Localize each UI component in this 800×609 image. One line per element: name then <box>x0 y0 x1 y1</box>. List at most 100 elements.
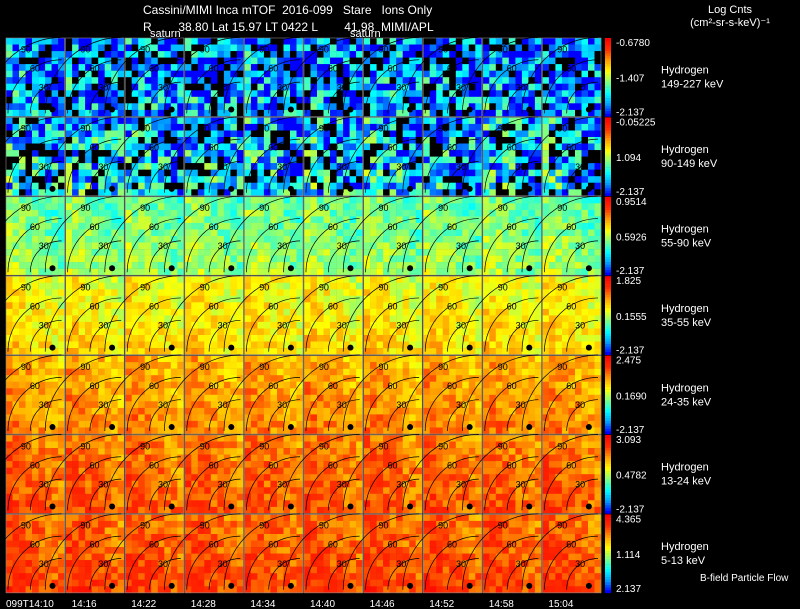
heat-cell <box>442 130 450 138</box>
heat-cell <box>197 242 205 250</box>
heat-cell <box>144 222 152 230</box>
heat-cell <box>508 268 516 276</box>
heat-cell <box>349 341 357 349</box>
heat-cell <box>244 57 252 65</box>
heat-cell <box>197 83 205 91</box>
colorbar-segment <box>605 74 611 78</box>
heat-cell <box>383 182 390 190</box>
heat-cell <box>290 96 297 104</box>
heat-cell <box>204 83 212 91</box>
heat-cell <box>396 109 403 117</box>
heat-cell <box>283 341 291 349</box>
heat-cell <box>389 143 397 151</box>
heat-cell <box>528 150 536 157</box>
heat-cell <box>548 216 556 224</box>
heat-cell <box>468 229 476 237</box>
contour-line <box>67 218 122 273</box>
heat-cell <box>482 117 490 125</box>
heat-cell <box>138 176 145 183</box>
heat-cell <box>594 229 602 237</box>
heat-cell <box>32 236 39 243</box>
heat-cell <box>98 176 105 183</box>
heat-cell <box>12 407 20 415</box>
heat-cell <box>534 44 542 52</box>
heat-cell <box>25 150 33 157</box>
heat-cell <box>157 249 165 256</box>
heat-cell <box>462 262 470 269</box>
heat-cell <box>230 103 238 111</box>
heat-cell <box>58 262 65 269</box>
heat-cell <box>468 150 476 157</box>
heat-cell <box>396 302 403 310</box>
heat-cell <box>429 163 437 170</box>
heat-cell <box>588 176 595 183</box>
heat-cell <box>91 321 99 329</box>
heat-cell <box>157 96 165 104</box>
heat-cell <box>6 137 13 144</box>
heat-cell <box>25 216 33 224</box>
heat-cell <box>270 96 278 104</box>
heat-cell <box>423 77 430 84</box>
heat-cell <box>111 222 118 230</box>
heat-cell <box>191 282 199 290</box>
heat-cell <box>502 189 510 197</box>
heat-cell <box>19 109 26 117</box>
heat-cell <box>356 137 363 144</box>
heat-cell <box>502 163 510 170</box>
heat-cell <box>495 109 503 117</box>
heat-cell <box>25 302 33 310</box>
heat-cell <box>475 341 483 349</box>
heat-cell <box>138 38 145 45</box>
heat-cell <box>250 315 258 323</box>
contour-label: 90 <box>259 203 269 213</box>
heat-cell <box>117 335 125 342</box>
heat-cell <box>528 176 536 183</box>
heat-cell <box>85 242 92 250</box>
heat-cell <box>257 83 265 91</box>
heat-cell <box>502 57 510 65</box>
heat-cell <box>542 169 550 177</box>
heat-cell <box>548 90 556 98</box>
heat-cell <box>555 295 563 303</box>
heat-cell <box>78 182 86 190</box>
heat-cell <box>349 189 357 197</box>
heat-cell <box>568 302 576 310</box>
heat-cell <box>561 189 569 197</box>
heat-cell <box>317 289 324 297</box>
heat-cell <box>19 57 26 65</box>
heat-cell <box>521 262 529 269</box>
heat-cell <box>449 90 456 98</box>
heat-cell <box>555 130 563 138</box>
heat-cell <box>197 137 205 144</box>
heat-cell <box>502 308 510 316</box>
heat-cell <box>244 276 252 283</box>
heat-cell <box>508 169 516 177</box>
heat-cell <box>210 156 218 164</box>
heat-cell <box>170 209 178 217</box>
heat-cell <box>515 123 523 131</box>
heat-cell <box>263 321 271 329</box>
heat-cell <box>330 216 337 224</box>
heat-cell <box>482 83 490 91</box>
heat-cell <box>91 203 99 211</box>
panel-frame <box>124 196 185 276</box>
heat-cell <box>111 262 118 269</box>
colorbar-segment <box>605 92 611 96</box>
heat-cell <box>304 302 311 310</box>
heat-cell <box>363 90 371 98</box>
heat-cell <box>236 262 244 269</box>
heat-cell <box>138 64 145 71</box>
heat-cell <box>363 222 371 230</box>
heat-cell <box>78 90 86 98</box>
heat-cell <box>555 150 563 157</box>
heat-cell <box>111 130 118 138</box>
heat-cell <box>376 276 384 283</box>
heat-cell <box>91 176 99 183</box>
heat-cell <box>588 209 595 217</box>
heat-cell <box>495 182 503 190</box>
heat-cell <box>548 196 556 204</box>
heat-cell <box>25 268 33 276</box>
heat-cell <box>455 341 463 349</box>
heat-cell <box>363 229 371 237</box>
